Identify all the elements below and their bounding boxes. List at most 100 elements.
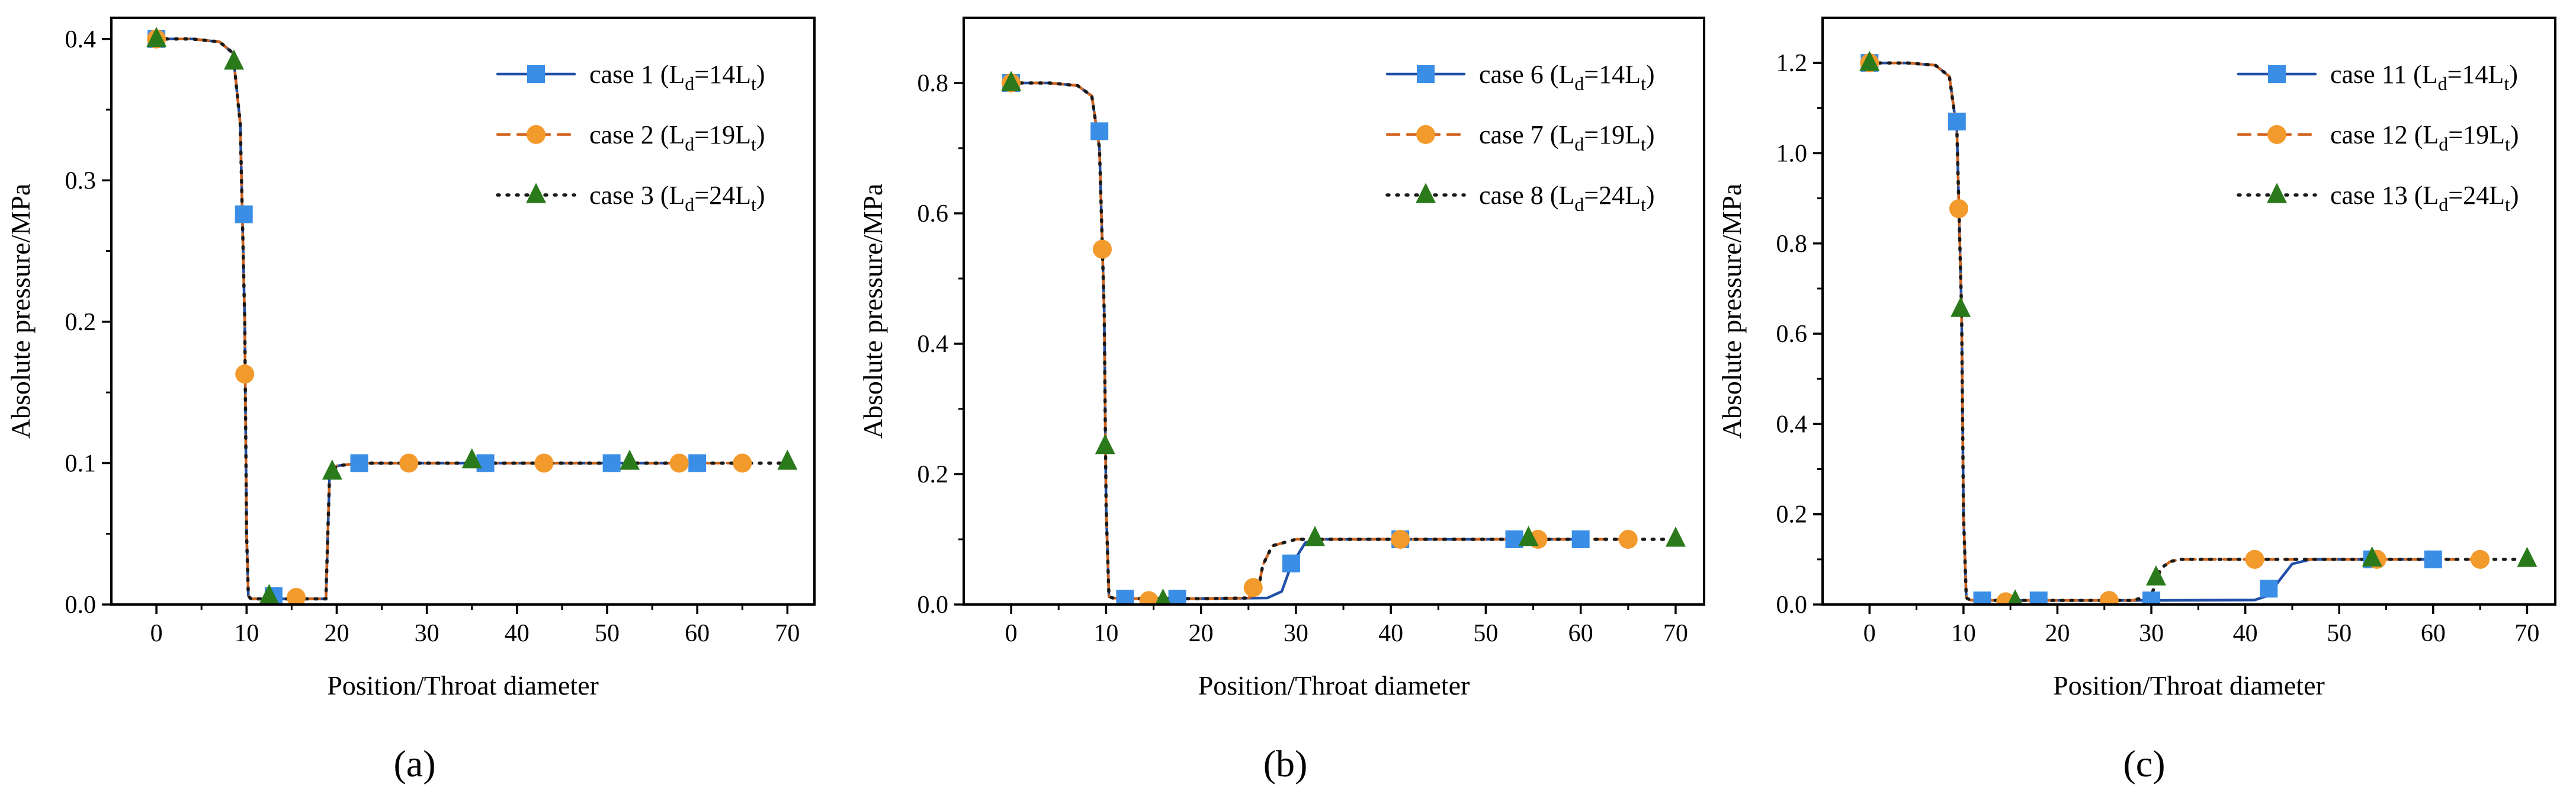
data-point-case-12 bbox=[1949, 199, 1968, 219]
legend: case 11 (Ld=14Lt) case 12 (Ld=19Lt) case 1… bbox=[2237, 60, 2519, 215]
data-point-case-6 bbox=[1168, 590, 1186, 604]
x-axis-title: Position/Throat diameter bbox=[327, 670, 599, 701]
data-point-case-3 bbox=[223, 49, 244, 70]
legend-label-part: t bbox=[1641, 133, 1646, 155]
legend-label-part: case 2 (L bbox=[589, 120, 685, 149]
data-point-case-11 bbox=[1973, 591, 1991, 604]
x-axis-title: Position/Throat diameter bbox=[2053, 670, 2325, 701]
plot-area bbox=[1859, 50, 2537, 604]
data-point-case-2 bbox=[235, 364, 255, 384]
legend-item: case 6 (Ld=14Lt) bbox=[1385, 60, 1655, 94]
data-point-case-3 bbox=[461, 448, 482, 469]
y-tick-label: 1.2 bbox=[1776, 50, 1808, 77]
legend: case 6 (Ld=14Lt)case 7 (Ld=19Lt)case 8 (… bbox=[1385, 60, 1655, 215]
data-point-case-12 bbox=[2245, 549, 2264, 569]
legend-item: case 2 (Ld=19Lt) bbox=[496, 120, 765, 155]
data-point-case-8 bbox=[1155, 588, 1172, 604]
y-tick-label: 0.4 bbox=[918, 331, 949, 358]
chart-panel-2: 0 10 20 30 40 50 60 70 0.0 0.2 0.4 0.6 0.8 Position/T… bbox=[858, 17, 1705, 785]
legend-label-part: t bbox=[1641, 194, 1646, 215]
data-point-case-1 bbox=[476, 454, 495, 472]
x-tick-label: 70 bbox=[775, 620, 800, 647]
data-point-case-11 bbox=[1948, 113, 1966, 131]
legend-item: case 11 (Ld=14Lt) bbox=[2237, 60, 2518, 94]
x-tick-label: 0 bbox=[1005, 620, 1018, 647]
legend-label-part: case 6 (L bbox=[1479, 60, 1574, 89]
data-point-case-1 bbox=[688, 454, 707, 472]
data-point-case-7 bbox=[1139, 591, 1159, 604]
legend-label-part: =14L bbox=[694, 60, 751, 89]
data-point-case-3 bbox=[259, 584, 280, 604]
y-tick-label: 0.2 bbox=[1776, 501, 1808, 529]
y-tick-label: 0.6 bbox=[1776, 321, 1808, 348]
legend-label-part: =19L bbox=[694, 120, 751, 149]
x-tick-label: 50 bbox=[1473, 620, 1498, 647]
legend-label: case 1 (Ld=14Lt) bbox=[589, 60, 765, 94]
panel-label: (b) bbox=[1263, 743, 1308, 785]
legend-label-part: d bbox=[1574, 194, 1584, 215]
series-line-case-8 bbox=[1009, 81, 1677, 600]
data-point-case-7 bbox=[1243, 578, 1263, 597]
x-tick-label: 50 bbox=[2327, 620, 2352, 647]
data-point-case-13 bbox=[1951, 296, 1971, 317]
legend-label-part: ) bbox=[2510, 120, 2519, 149]
legend-item: case 3 (Ld=24Lt) bbox=[496, 181, 765, 215]
legend-label-part: d bbox=[2438, 73, 2447, 94]
data-point-case-1 bbox=[602, 454, 621, 472]
legend-label-part: case 1 (L bbox=[589, 60, 685, 89]
data-point-case-8 bbox=[1518, 526, 1539, 546]
plot-frame bbox=[1821, 17, 2556, 606]
data-point-case-6 bbox=[1116, 590, 1134, 604]
x-tick-label: 60 bbox=[2421, 620, 2446, 647]
data-point-case-2 bbox=[534, 453, 554, 473]
chart-panel-3: 0 10 20 30 40 50 60 70 0.0 0.2 0.4 0.6 0.8 1.0 1.2 Posi… bbox=[1717, 17, 2556, 785]
data-point-case-1 bbox=[350, 454, 368, 472]
data-point-case-12 bbox=[2099, 591, 2119, 604]
legend-label: case 13 (Ld=24Lt) bbox=[2330, 181, 2519, 215]
legend-label-part: t bbox=[2504, 73, 2509, 94]
x-tick-label: 10 bbox=[1093, 620, 1118, 647]
data-point-case-6 bbox=[1282, 554, 1300, 572]
data-point-case-3 bbox=[146, 27, 167, 47]
plot-frame bbox=[963, 17, 1705, 606]
data-point-case-2 bbox=[669, 453, 689, 473]
legend-label-part: =19L bbox=[1584, 120, 1641, 149]
legend-label-part: ) bbox=[756, 60, 765, 89]
y-tick-label: 0.4 bbox=[1776, 411, 1808, 438]
legend-label-part: d bbox=[2439, 194, 2448, 215]
legend-marker bbox=[527, 125, 546, 144]
legend-label-part: t bbox=[751, 133, 756, 155]
legend-label-part: t bbox=[1641, 73, 1646, 94]
legend-label-part: =24L bbox=[1584, 181, 1641, 210]
legend-label: case 6 (Ld=14Lt) bbox=[1479, 60, 1655, 94]
legend-marker bbox=[1417, 65, 1435, 83]
y-tick-label: 0.8 bbox=[918, 70, 949, 97]
legend-label: case 7 (Ld=19Lt) bbox=[1479, 120, 1655, 155]
legend-label-part: case 3 (L bbox=[589, 181, 685, 210]
legend-marker bbox=[1416, 183, 1436, 203]
y-tick-label: 0.0 bbox=[918, 591, 949, 619]
y-tick-label: 0.2 bbox=[65, 309, 97, 336]
y-tick-label: 0.4 bbox=[65, 26, 97, 53]
legend-item: case 7 (Ld=19Lt) bbox=[1385, 120, 1655, 155]
legend-label-part: d bbox=[685, 133, 694, 155]
x-tick-label: 70 bbox=[1663, 620, 1688, 647]
plot-frame bbox=[110, 17, 816, 606]
chart-panel-1: 0 10 20 30 40 50 60 70 0.0 0.1 0.2 0.3 0.4 Position/T… bbox=[5, 17, 816, 785]
legend-item: case 1 (Ld=14Lt) bbox=[496, 60, 765, 94]
legend-label: case 12 (Ld=19Lt) bbox=[2330, 120, 2519, 155]
x-tick-label: 20 bbox=[1189, 620, 1214, 647]
legend-label-part: ) bbox=[756, 120, 765, 149]
legend-label-part: ) bbox=[756, 181, 765, 210]
data-point-case-7 bbox=[1391, 530, 1410, 549]
data-point-case-3 bbox=[777, 449, 798, 470]
legend-label-part: ) bbox=[2510, 181, 2519, 210]
data-point-case-8 bbox=[1665, 526, 1686, 547]
y-tick-label: 0.1 bbox=[65, 450, 97, 477]
series-line-case-7 bbox=[1009, 81, 1630, 600]
data-point-case-2 bbox=[286, 588, 306, 604]
data-point-case-12 bbox=[2471, 549, 2490, 569]
y-axis-title: Absolute pressure/MPa bbox=[1717, 184, 1747, 439]
legend-label: case 2 (Ld=19Lt) bbox=[589, 120, 765, 155]
legend-label-part: =14L bbox=[1584, 60, 1641, 89]
